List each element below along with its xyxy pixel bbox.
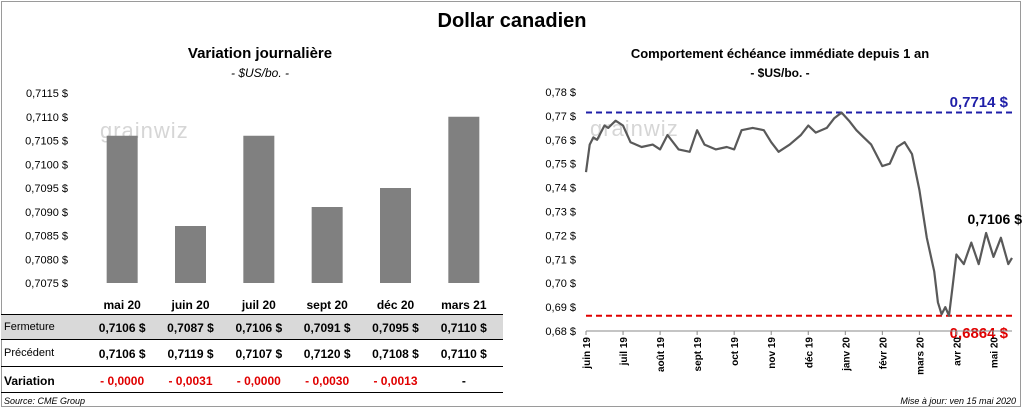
row-label-variation: Variation bbox=[4, 374, 55, 388]
precedent-cell: 0,7106 $ bbox=[98, 347, 146, 361]
row-label-precedent: Précédent bbox=[4, 347, 55, 359]
left-chart-subtitle: - $US/bo. - bbox=[230, 66, 290, 80]
precedent-cell: 0,7120 $ bbox=[303, 347, 351, 361]
variation-cell: - 0,0000 bbox=[236, 374, 281, 388]
variation-cell: - 0,0031 bbox=[168, 374, 213, 388]
left-chart-title: Variation journalière bbox=[187, 45, 333, 62]
table-bottom-rule bbox=[1, 392, 503, 393]
fermeture-cell: 0,7106 $ bbox=[235, 321, 283, 335]
fermeture-row-band bbox=[1, 315, 503, 339]
source-note: Source: CME Group bbox=[4, 396, 86, 406]
right-chart-subtitle: - $US/bo. - bbox=[750, 66, 810, 80]
fermeture-cell: 0,7106 $ bbox=[98, 321, 146, 335]
precedent-cell: 0,7110 $ bbox=[440, 347, 487, 361]
precedent-cell: 0,7119 $ bbox=[167, 347, 214, 361]
fermeture-cell: 0,7087 $ bbox=[167, 321, 214, 335]
variation-cell: - 0,0013 bbox=[373, 374, 418, 388]
row-label-fermeture: Fermeture bbox=[4, 321, 55, 333]
fermeture-cell: 0,7110 $ bbox=[440, 321, 487, 335]
table-top-rule bbox=[1, 314, 503, 315]
variation-cell: - bbox=[461, 374, 466, 388]
table-mid-rule bbox=[1, 339, 503, 340]
main-title: Dollar canadien bbox=[437, 10, 587, 32]
fermeture-cell: 0,7095 $ bbox=[372, 321, 419, 335]
right-chart-title: Comportement échéance immédiate depuis 1… bbox=[630, 46, 930, 61]
precedent-cell: 0,7107 $ bbox=[235, 347, 283, 361]
variation-cell: - 0,0030 bbox=[305, 374, 350, 388]
fermeture-cell: 0,7091 $ bbox=[303, 321, 351, 335]
table-rule-2 bbox=[1, 366, 503, 367]
variation-cell: - 0,0000 bbox=[100, 374, 145, 388]
precedent-cell: 0,7108 $ bbox=[372, 347, 419, 361]
update-note: Mise à jour: ven 15 mai 2020 bbox=[900, 396, 1016, 406]
